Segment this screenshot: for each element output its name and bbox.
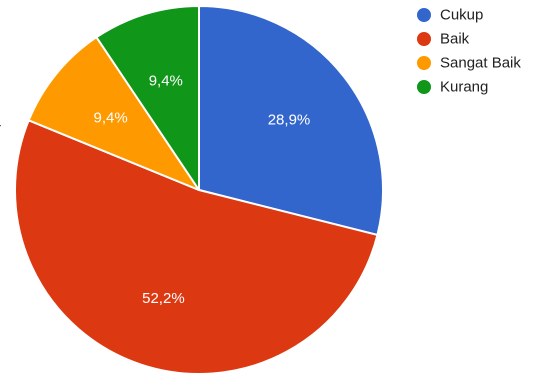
slice-label-cukup: 28,9% [268,111,311,128]
legend-item-baik[interactable]: Baik [417,31,470,48]
legend-label-sangat-baik: Sangat Baik [440,55,521,72]
legend-label-kurang: Kurang [440,79,488,96]
legend-item-sangat-baik[interactable]: Sangat Baik [417,55,521,72]
legend-swatch-sangat-baik [417,56,431,70]
pie-slice-sangat-baik[interactable] [27,36,200,191]
legend-label-cukup: Cukup [440,7,483,24]
slice-label-kurang: 9,4% [149,72,183,89]
slice-labels-layer: 28,9% 52,2% 9,4% 9,4% [93,72,311,307]
legend-swatch-kurang [417,80,431,94]
legend-swatch-baik [417,32,431,46]
pie-slice-cukup[interactable] [198,5,384,236]
pie-slice-baik[interactable] [14,119,379,375]
pie-slice-kurang[interactable] [95,5,200,191]
legend: Cukup Baik Sangat Baik Kurang [417,7,521,96]
slices-layer [14,5,384,375]
slice-label-sangat-baik: 9,4% [93,109,127,126]
legend-label-baik: Baik [440,31,470,48]
edge-layer: r [0,120,1,137]
legend-swatch-cukup [417,8,431,22]
legend-item-cukup[interactable]: Cukup [417,7,483,24]
slice-label-baik: 52,2% [142,290,185,307]
clipped-left-text: r [0,120,1,137]
legend-item-kurang[interactable]: Kurang [417,79,488,96]
